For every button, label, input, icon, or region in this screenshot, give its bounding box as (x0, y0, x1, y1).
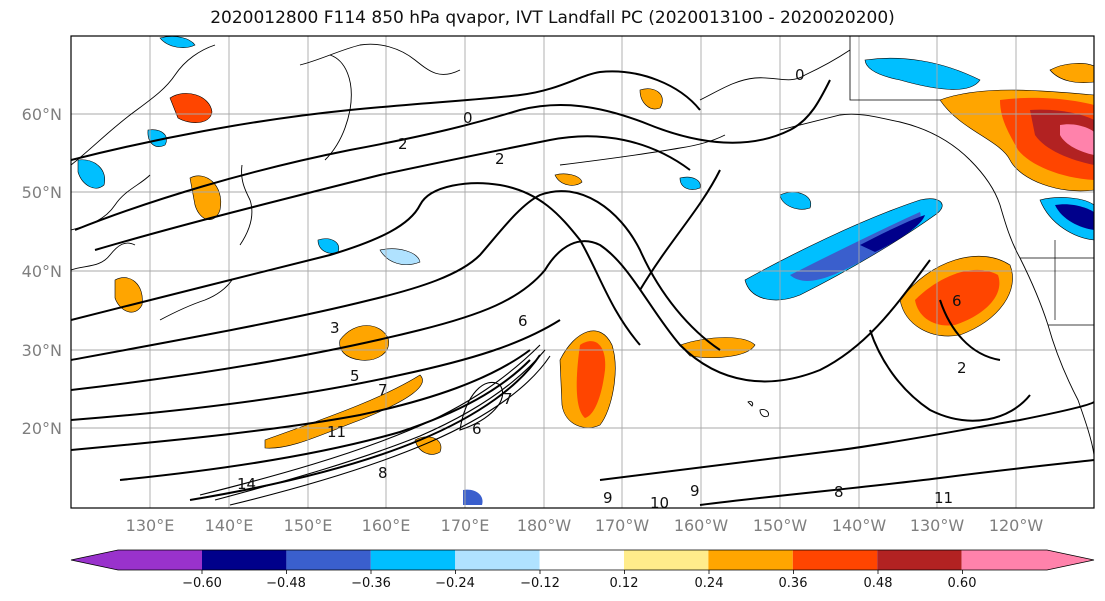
lat-label: 60°N (22, 105, 62, 124)
lon-label: 170°E (441, 516, 490, 535)
contour-label: 6 (952, 292, 962, 310)
lon-label: 160°E (362, 516, 411, 535)
contour-label: 2 (398, 135, 408, 153)
lon-label: 130°W (910, 516, 965, 535)
contour-label: 6 (472, 420, 482, 438)
colorbar-extend-low (71, 550, 118, 570)
lon-label: 150°W (753, 516, 808, 535)
colorbar-tick-label: −0.24 (435, 576, 475, 591)
contour-label: 0 (795, 66, 805, 84)
colorbar (70, 549, 1095, 574)
colorbar-tick-label: −0.60 (182, 576, 222, 591)
colorbar-tick-labels: −0.60 −0.48 −0.36 −0.24 −0.12 0.12 0.24 … (182, 576, 976, 591)
colorbar-tick-label: −0.36 (351, 576, 391, 591)
shaded-anomalies (77, 36, 1094, 505)
lat-label: 20°N (22, 419, 62, 438)
colorbar-tick-label: −0.48 (266, 576, 306, 591)
lat-label: 50°N (22, 183, 62, 202)
contour-label: 3 (330, 319, 340, 337)
contour-label: 2 (957, 359, 967, 377)
colorbar-tick-label: 0.24 (695, 576, 724, 591)
lon-label: 180°W (517, 516, 572, 535)
lon-label: 170°W (595, 516, 650, 535)
graticule (71, 36, 1094, 508)
lon-label: 130°E (126, 516, 175, 535)
colorbar-segment (286, 550, 371, 570)
ivt-contours (71, 70, 1094, 506)
coastlines (71, 36, 1094, 456)
latitude-labels: 60°N 50°N 40°N 30°N 20°N (22, 105, 62, 438)
colorbar-segment (202, 550, 287, 570)
colorbar-segment (792, 550, 878, 570)
contour-label: 11 (934, 489, 953, 507)
colorbar-segment (961, 550, 1047, 570)
map-area: 0 0 2 3 5 6 7 7 6 8 9 11 14 2 6 2 8 9 10… (71, 36, 1094, 512)
lat-label: 40°N (22, 262, 62, 281)
colorbar-extend-high (1047, 550, 1094, 570)
colorbar-tick-label: 0.36 (779, 576, 808, 591)
contour-label: 9 (603, 489, 613, 507)
contour-label: 14 (237, 475, 256, 493)
colorbar-segment (370, 550, 456, 570)
contour-label: 2 (495, 150, 505, 168)
colorbar-tick-label: 0.60 (948, 576, 977, 591)
contour-label: 9 (690, 482, 700, 500)
longitude-labels: 130°E 140°E 150°E 160°E 170°E 180°W 170°… (126, 516, 1044, 535)
contour-labels: 0 0 2 3 5 6 7 7 6 8 9 11 14 2 6 2 8 9 10… (237, 66, 967, 512)
lon-label: 120°W (989, 516, 1044, 535)
contour-label: 5 (350, 367, 360, 385)
contour-label: 8 (378, 464, 388, 482)
colorbar-segment (708, 550, 793, 570)
colorbar-segment (118, 550, 202, 570)
lat-label: 30°N (22, 341, 62, 360)
colorbar-segment (624, 550, 709, 570)
lon-label: 150°E (284, 516, 333, 535)
colorbar-segment (877, 550, 962, 570)
contour-label: 11 (327, 423, 346, 441)
colorbar-segment (539, 550, 624, 570)
colorbar-segment (455, 550, 540, 570)
lon-label: 140°W (832, 516, 887, 535)
ivt-thin-contours (199, 344, 551, 506)
contour-label: 6 (518, 312, 528, 330)
colorbar-tick-label: 0.48 (864, 576, 893, 591)
colorbar-outline (70, 549, 1095, 571)
colorbar-tick-label: −0.12 (520, 576, 560, 591)
contour-label: 0 (463, 109, 473, 127)
contour-label: 7 (503, 390, 513, 408)
contour-label: 7 (378, 381, 388, 399)
lon-label: 160°W (674, 516, 729, 535)
map-frame (70, 35, 1095, 509)
lon-label: 140°E (205, 516, 254, 535)
contour-label: 10 (650, 494, 669, 512)
contour-label: 8 (834, 483, 844, 501)
colorbar-tick-label: 0.12 (610, 576, 639, 591)
map-title: 2020012800 F114 850 hPa qvapor, IVT Land… (210, 8, 895, 28)
